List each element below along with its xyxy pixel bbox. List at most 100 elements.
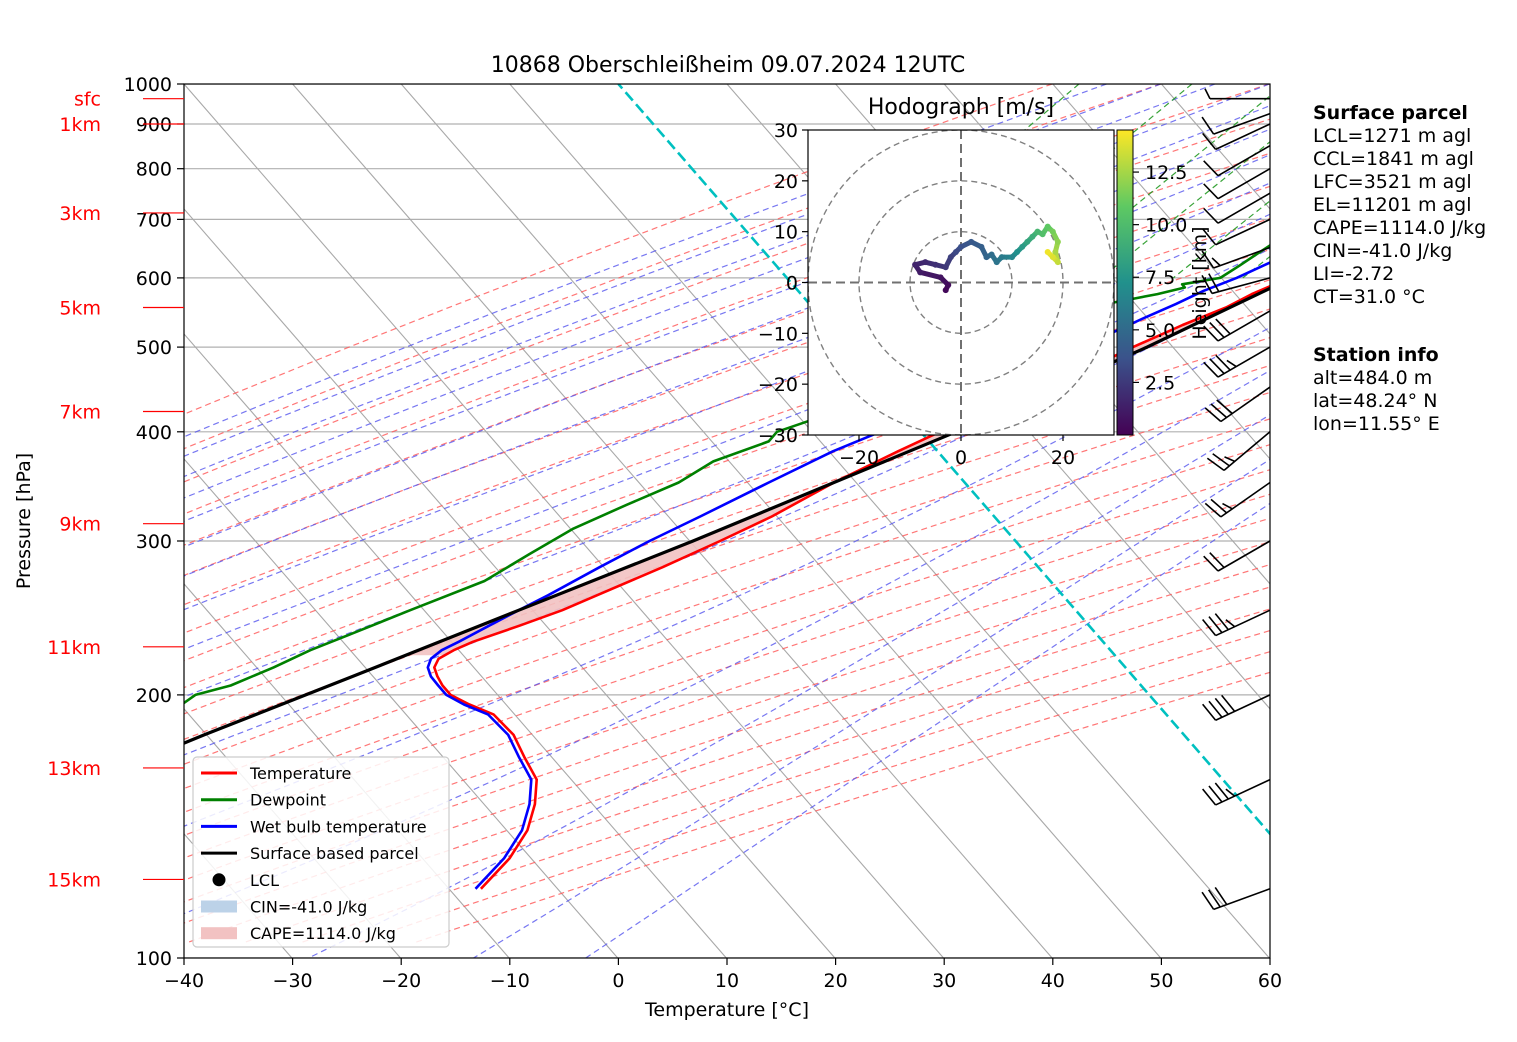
hodograph-point xyxy=(917,269,924,276)
wind-barb xyxy=(1204,386,1271,423)
wind-barb-staff xyxy=(1223,431,1271,471)
hodograph-point xyxy=(942,287,949,294)
x-axis: −40 −30 −20 −10 0 10 20 30 40 50 60 xyxy=(164,958,1282,992)
plot-area xyxy=(183,83,1271,959)
colorbar-tick-label: 10.0 xyxy=(1145,215,1187,237)
hodograph-point xyxy=(983,254,990,261)
wind-barb-feather xyxy=(1201,116,1215,135)
legend-label: Temperature xyxy=(249,764,351,783)
hodograph-point xyxy=(1039,231,1046,238)
wind-barb xyxy=(1203,192,1271,224)
hodograph-y-tick-label: −30 xyxy=(758,425,798,447)
height-label: 7km xyxy=(59,401,101,423)
isotherm-line xyxy=(292,84,1053,958)
wind-barb-feather xyxy=(1221,694,1236,712)
dry-adiabat-line xyxy=(184,541,1270,903)
wind-barb-feather xyxy=(1209,322,1225,338)
x-tick-label: 30 xyxy=(932,970,956,992)
wind-barb-feather xyxy=(1201,891,1215,910)
y-axis-label: Pressure [hPa] xyxy=(13,453,35,589)
legend-label: Surface based parcel xyxy=(250,844,419,863)
wind-barb xyxy=(1202,218,1271,246)
hodograph-point xyxy=(912,261,919,268)
hodograph-point xyxy=(1049,228,1056,235)
station-info-title: Station info xyxy=(1313,344,1439,366)
wind-barb-staff xyxy=(1213,112,1271,135)
wind-barb-feather xyxy=(1204,407,1222,423)
y-tick-label: 500 xyxy=(136,337,172,359)
dry-adiabat-line xyxy=(184,418,1270,790)
wind-barb xyxy=(1201,246,1271,269)
hodograph: Hodograph [m/s] −20 0 20 −30 −20 −10 0 10 20 30 2… xyxy=(758,95,1211,469)
wind-barb-feather xyxy=(1208,273,1220,293)
legend-swatch-patch xyxy=(201,927,237,940)
surface-parcel-line: EL=11201 m agl xyxy=(1313,194,1472,216)
dry-adiabat-line xyxy=(184,308,1270,689)
height-label: 15km xyxy=(47,869,101,891)
hodograph-point xyxy=(998,254,1005,261)
wind-barb-feather xyxy=(1208,616,1223,634)
background-lines xyxy=(184,84,1270,958)
height-label: 1km xyxy=(59,114,101,136)
hodograph-point xyxy=(1044,223,1051,230)
surface-parcel-line: CAPE=1114.0 J/kg xyxy=(1313,217,1487,239)
wind-barb xyxy=(1201,886,1271,911)
wind-barb-feather xyxy=(1224,456,1236,463)
hodograph-x-tick-label: 20 xyxy=(1051,447,1075,469)
hodograph-point xyxy=(1049,254,1056,261)
wind-barb-staff xyxy=(1211,277,1271,295)
hodograph-point xyxy=(968,238,975,245)
wind-barb-feather xyxy=(1207,889,1221,908)
hodograph-point xyxy=(1044,249,1051,255)
wind-barb-staff xyxy=(1217,144,1271,177)
wind-barb-feather xyxy=(1203,207,1219,224)
wind-barb-feather xyxy=(1203,361,1219,378)
wind-barb-staff xyxy=(1213,888,1271,911)
surface-parcel-line: CIN=-41.0 J/kg xyxy=(1313,240,1453,262)
y-tick-label: 1000 xyxy=(124,74,172,96)
hodograph-point xyxy=(1024,238,1031,245)
hodograph-point xyxy=(978,243,985,250)
wind-barb-feather xyxy=(1214,886,1228,905)
isotherm-line xyxy=(184,84,944,958)
x-tick-label: 20 xyxy=(824,970,848,992)
hodograph-y-tick-label: −20 xyxy=(758,374,798,396)
hodograph-point xyxy=(1034,228,1041,235)
isotherm-line xyxy=(184,333,727,958)
x-tick-label: 40 xyxy=(1041,970,1065,992)
zero-isotherm-line xyxy=(617,84,1270,836)
colorbar-tick-label: 5.0 xyxy=(1145,320,1175,342)
wind-barb xyxy=(1203,168,1271,200)
y-tick-label: 200 xyxy=(136,685,172,707)
surface-parcel-line: CT=31.0 °C xyxy=(1313,286,1425,308)
wind-barb-feather xyxy=(1202,703,1217,721)
surface-parcel-line: LI=-2.72 xyxy=(1313,263,1395,285)
wind-barb xyxy=(1203,540,1271,572)
wind-barb-feather xyxy=(1210,498,1228,514)
wind-barb xyxy=(1201,112,1271,135)
hodograph-point xyxy=(947,254,954,261)
legend-label: Wet bulb temperature xyxy=(250,817,427,836)
hodograph-point xyxy=(942,264,949,271)
hodograph-point xyxy=(1029,233,1036,240)
moist-adiabat-line xyxy=(308,414,1270,958)
station-info-panel: Station info alt=484.0 m lat=48.24° N lo… xyxy=(1313,344,1440,436)
hodograph-point xyxy=(1019,243,1026,250)
legend: Temperature Dewpoint Wet bulb temperature S… xyxy=(192,756,450,948)
wind-barb-feather xyxy=(1212,453,1230,467)
wind-barb-feather xyxy=(1209,358,1225,375)
x-tick-label: −10 xyxy=(490,970,530,992)
chart-title: 10868 Oberschleißheim 09.07.2024 12UTC xyxy=(491,53,966,78)
hodograph-x-tick-label: −20 xyxy=(839,447,879,469)
y-axis: 1000 900 800 700 600 500 400 300 200 100 xyxy=(124,74,184,970)
wind-barb-feather xyxy=(1206,457,1225,472)
wind-barb-staff xyxy=(1220,386,1271,423)
wind-barb-feather xyxy=(1211,257,1221,267)
colorbar-tick-label: 2.5 xyxy=(1145,372,1175,394)
wind-barb xyxy=(1203,144,1271,177)
y-tick-label: 700 xyxy=(136,209,172,231)
hodograph-point xyxy=(993,259,1000,266)
wind-barb-feather xyxy=(1202,132,1217,150)
hodograph-point xyxy=(952,249,959,255)
wind-barb xyxy=(1203,346,1271,378)
